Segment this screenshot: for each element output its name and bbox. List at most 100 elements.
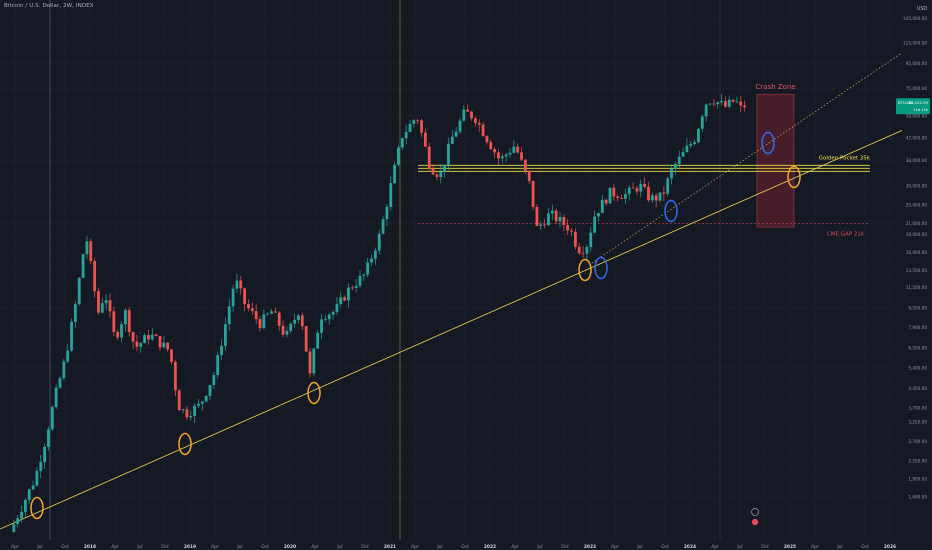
time-tick-label: Oct [461, 544, 469, 550]
candle-body [723, 101, 727, 107]
candle-body [231, 288, 235, 307]
candle-body [604, 199, 608, 204]
candle-body [381, 219, 385, 234]
candle-body [312, 348, 316, 374]
candle-body [647, 186, 650, 201]
candle-body [670, 168, 673, 179]
candle-body [508, 152, 512, 155]
time-tick-label: Apr [411, 544, 419, 550]
candle-body [400, 138, 404, 148]
candle-body [104, 300, 108, 304]
candle-body [635, 188, 639, 192]
time-tick-label: Oct [161, 544, 169, 550]
candle-body [308, 351, 312, 374]
event-marker [751, 508, 759, 516]
candle-body [516, 146, 520, 153]
candle-body [216, 355, 220, 375]
time-tick-label: 2023 [584, 544, 596, 550]
candle-body [512, 146, 516, 153]
price-tick-label: 3,250.00 [908, 419, 927, 424]
candle-body [520, 152, 523, 160]
candle-body [377, 233, 381, 251]
candle-body [547, 213, 550, 226]
price-tick-label: 3,700.00 [908, 406, 927, 411]
candle-body [243, 288, 247, 305]
candle-body [658, 192, 662, 201]
touch-circle [578, 258, 592, 282]
candle-body [458, 120, 462, 132]
candle-body [27, 489, 31, 501]
time-tick-label: Apr [211, 544, 219, 550]
candle-body [370, 258, 373, 263]
time-tick-label: Oct [861, 544, 869, 550]
price-badge-ticker: BTCUSD [898, 100, 914, 105]
candle-body [185, 409, 189, 418]
candle-body [573, 231, 577, 247]
candle-body [358, 275, 362, 286]
candle-body [643, 183, 647, 187]
time-tick-label: 2020 [284, 544, 296, 550]
candle-body [543, 224, 547, 226]
candle-body [366, 262, 370, 275]
candle-body [731, 99, 735, 102]
time-tick-label: Apr [111, 544, 119, 550]
symbol-title: Bitcoin / U.S. Dollar, 2W, INDEX [4, 3, 94, 9]
candle-body [697, 128, 700, 143]
candle-body [162, 342, 166, 348]
candle-body [470, 111, 473, 119]
crash-zone-label: Crash Zone [755, 83, 795, 91]
candle-body [227, 306, 231, 325]
candle-body [385, 206, 389, 220]
price-tick-label: 30,000.00 [906, 183, 928, 188]
price-tick-label: 6,500.00 [908, 346, 927, 351]
time-tick-label: Jul [236, 544, 242, 550]
candle-body [139, 343, 143, 347]
price-tick-label: 1,900.00 [908, 476, 927, 481]
price-tick-label: 25,000.00 [906, 203, 928, 208]
time-tick-label: Oct [361, 544, 369, 550]
price-axis-bg [902, 0, 932, 550]
candle-body [70, 321, 73, 351]
candle-body [323, 319, 327, 321]
candle-body [327, 314, 331, 320]
candle-body [608, 187, 612, 204]
candle-body [247, 304, 250, 309]
candle-body [66, 350, 70, 362]
price-tick-label: 13,500.00 [906, 268, 928, 273]
candle-body [720, 101, 723, 103]
candle-body [131, 332, 135, 342]
candle-body [116, 332, 120, 338]
candle-body [23, 500, 27, 512]
candle-body [235, 280, 239, 289]
candle-body [262, 314, 266, 329]
candle-body [462, 109, 466, 121]
candle-body [108, 300, 112, 312]
candle-body [562, 217, 566, 226]
time-tick-label: Jul [636, 544, 642, 550]
candle-body [43, 446, 47, 462]
candle-body [535, 206, 539, 226]
time-tick-label: Jul [536, 544, 542, 550]
candle-body [570, 230, 573, 232]
candle-body [354, 285, 358, 288]
candle-body [689, 143, 693, 146]
candle-body [693, 142, 697, 144]
candle-body [200, 401, 204, 404]
candle-body [700, 116, 704, 129]
candle-body [420, 120, 423, 133]
time-tick-label: Jul [136, 544, 142, 550]
time-tick-label: 2025 [784, 544, 796, 550]
candle-body [554, 210, 558, 222]
crash-zone-box [756, 93, 795, 228]
candle-body [654, 195, 658, 201]
candle-body [177, 390, 181, 411]
candle-body [297, 315, 300, 320]
candle-body [439, 171, 443, 178]
candle-body [281, 325, 285, 335]
candle-body [585, 247, 589, 254]
candle-body [550, 210, 554, 214]
candle-body [427, 146, 431, 169]
price-tick-label: 58,000.00 [906, 113, 928, 118]
candle-body [47, 429, 50, 447]
